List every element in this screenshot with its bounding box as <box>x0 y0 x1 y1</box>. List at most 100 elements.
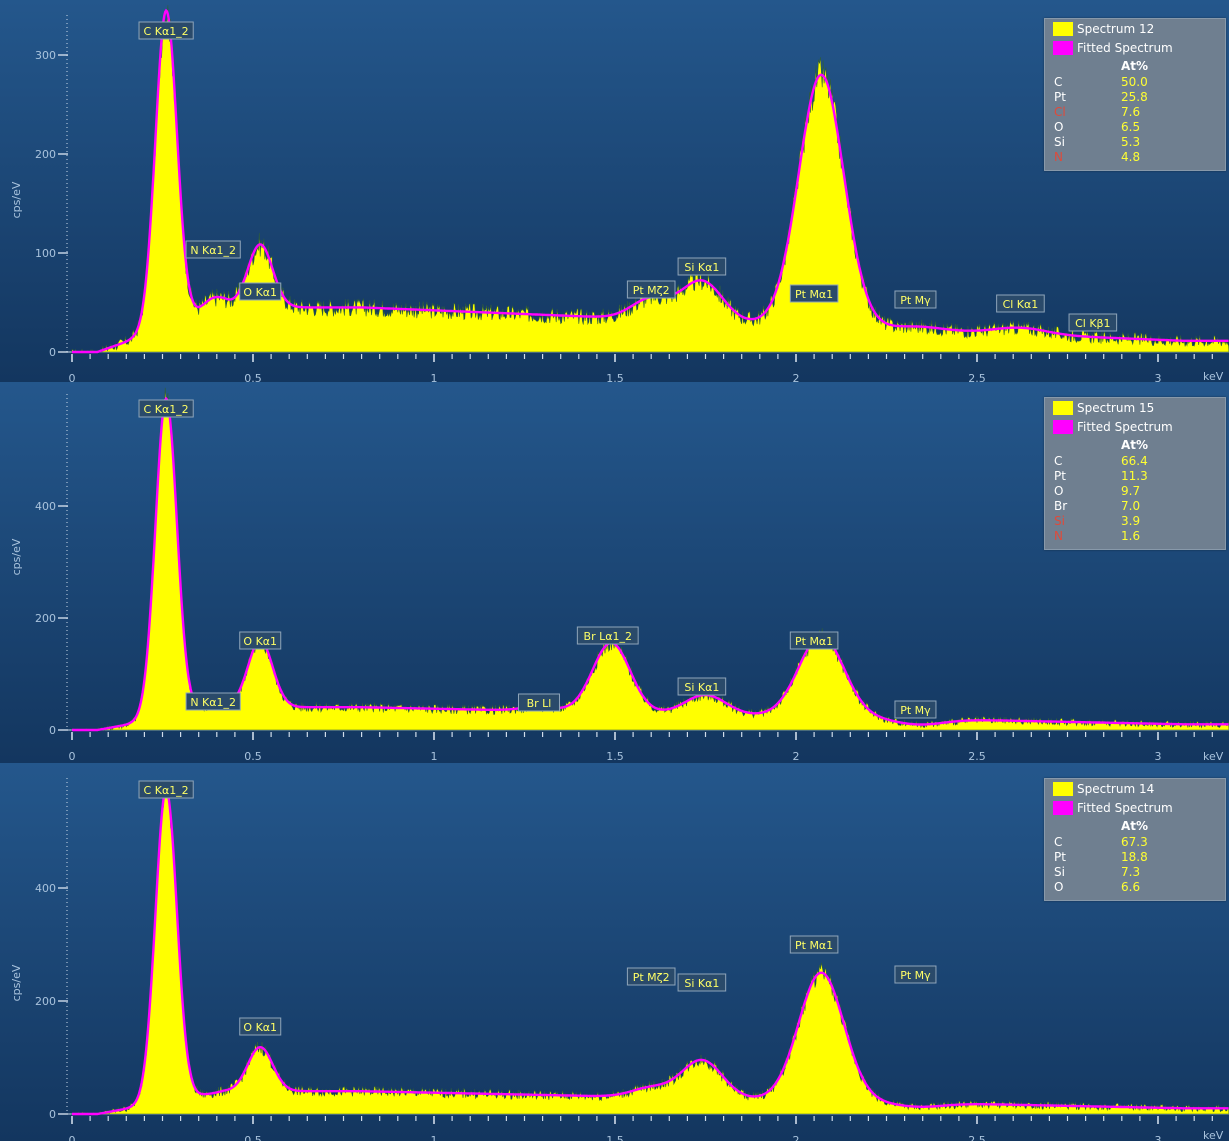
svg-text:O Kα1: O Kα1 <box>243 635 277 648</box>
x-tick-label: 1.5 <box>606 372 624 382</box>
legend-element-row: Cl 7.6 <box>1054 105 1141 119</box>
legend-element-row: Si 3.9 <box>1054 514 1141 528</box>
x-tick-label: 2.5 <box>968 750 986 763</box>
legend-fitted-spectrum: Fitted Spectrum <box>1045 417 1225 436</box>
legend-element-row: N 4.8 <box>1054 150 1141 164</box>
peak-label: N Kα1_2 <box>185 692 241 711</box>
legend-spectrum: Spectrum 15 <box>1045 398 1225 417</box>
spectrum-chart-1[interactable]: 0 100 200 300 0 0.5 1 1.5 2 2.5 3 C Kα1_2 N Kα1_2 O … <box>0 0 1229 382</box>
peak-label: C Kα1_2 <box>138 399 194 418</box>
peak-label: Cl Kβ1 <box>1068 313 1118 332</box>
x-tick-label: 1.5 <box>606 750 624 763</box>
peak-label: Si Kα1 <box>677 677 727 696</box>
x-tick-label: 2.5 <box>968 1134 986 1141</box>
peak-label: O Kα1 <box>239 282 282 301</box>
svg-text:O Kα1: O Kα1 <box>243 286 277 299</box>
x-tick-label: 0.5 <box>244 372 262 382</box>
peak-label: Si Kα1 <box>677 973 727 992</box>
x-tick-label: 1 <box>431 750 438 763</box>
spectrum-chart-2[interactable]: 0 200 400 0 0.5 1 1.5 2 2.5 3 C Kα1_2 N Kα1_2 O Kα1… <box>0 382 1229 763</box>
svg-text:Pt Mα1: Pt Mα1 <box>795 939 833 952</box>
legend-at-percent-header: At% <box>1121 819 1149 833</box>
legend-at-percent-header: At% <box>1121 59 1149 73</box>
x-tick-label: 0.5 <box>244 1134 262 1141</box>
peak-label: Pt Mγ <box>894 290 937 309</box>
y-tick-label: 200 <box>35 148 56 161</box>
peak-label: Pt Mγ <box>894 965 937 984</box>
legend-fitted-spectrum: Fitted Spectrum <box>1045 38 1225 57</box>
legend-element-row: C 50.0 <box>1054 75 1148 89</box>
y-tick-label: 300 <box>35 49 56 62</box>
peak-label: Pt Mα1 <box>789 935 839 954</box>
x-tick-label: 3 <box>1155 372 1162 382</box>
peak-label: C Kα1_2 <box>138 21 194 40</box>
y-tick-label: 200 <box>35 612 56 625</box>
svg-text:Si Kα1: Si Kα1 <box>684 977 719 990</box>
x-tick-label: 0.5 <box>244 750 262 763</box>
peak-label: O Kα1 <box>239 1017 282 1036</box>
legend-spectrum: Spectrum 12 <box>1045 19 1225 38</box>
x-tick-label: 0 <box>69 1134 76 1141</box>
legend-panel-1: Spectrum 12 Fitted Spectrum At% C 50.0 Pt 25.8… <box>1044 18 1226 171</box>
svg-text:Pt Mα1: Pt Mα1 <box>795 635 833 648</box>
legend-element-row: C 66.4 <box>1054 454 1148 468</box>
y-tick-label: 400 <box>35 500 56 513</box>
spectrum-panel-2: 0 200 400 0 0.5 1 1.5 2 2.5 3 C Kα1_2 N Kα1_2 O Kα1… <box>0 382 1229 763</box>
peak-label: Pt Mγ <box>894 700 937 719</box>
x-tick-label: 3 <box>1155 1134 1162 1141</box>
svg-text:Br Ll: Br Ll <box>527 697 552 710</box>
legend-element-row: O 6.5 <box>1054 120 1141 134</box>
x-unit-label: keV <box>1203 1129 1224 1141</box>
x-tick-label: 2 <box>793 750 800 763</box>
y-tick-label: 100 <box>35 247 56 260</box>
x-unit-label: keV <box>1203 370 1224 382</box>
peak-label: Pt Mζ2 <box>626 280 676 299</box>
svg-text:C Kα1_2: C Kα1_2 <box>144 784 189 797</box>
legend-panel-2: Spectrum 15 Fitted Spectrum At% C 66.4 Pt 11.3… <box>1044 397 1226 550</box>
x-tick-label: 0 <box>69 750 76 763</box>
svg-text:Pt Mγ: Pt Mγ <box>900 294 931 307</box>
legend-element-row: Pt 25.8 <box>1054 90 1148 104</box>
peak-label: O Kα1 <box>239 631 282 650</box>
y-axis-label: cps/eV <box>10 181 23 218</box>
legend-element-row: Pt 11.3 <box>1054 469 1148 483</box>
svg-text:Pt Mα1: Pt Mα1 <box>795 288 833 301</box>
x-tick-label: 1 <box>431 1134 438 1141</box>
peak-label: Br Ll <box>517 693 560 712</box>
y-tick-label: 200 <box>35 995 56 1008</box>
svg-text:N Kα1_2: N Kα1_2 <box>190 696 236 709</box>
svg-text:Pt Mγ: Pt Mγ <box>900 704 931 717</box>
peak-label: Br Lα1_2 <box>576 626 639 645</box>
y-tick-label: 400 <box>35 882 56 895</box>
y-axis-label: cps/eV <box>10 964 23 1001</box>
x-tick-label: 1.5 <box>606 1134 624 1141</box>
svg-text:Cl Kα1: Cl Kα1 <box>1003 298 1039 311</box>
y-tick-label: 0 <box>49 724 56 737</box>
spectrum-panel-1: 0 100 200 300 0 0.5 1 1.5 2 2.5 3 C Kα1_2 N Kα1_2 O … <box>0 0 1229 382</box>
peak-label: Pt Mα1 <box>789 631 839 650</box>
x-tick-label: 2 <box>793 372 800 382</box>
legend-fitted-spectrum: Fitted Spectrum <box>1045 798 1225 817</box>
y-tick-label: 0 <box>49 1108 56 1121</box>
x-tick-label: 1 <box>431 372 438 382</box>
x-unit-label: keV <box>1203 750 1224 763</box>
peak-label: Cl Kα1 <box>996 294 1045 313</box>
svg-text:Pt Mγ: Pt Mγ <box>900 969 931 982</box>
legend-spectrum: Spectrum 14 <box>1045 779 1225 798</box>
svg-text:C Kα1_2: C Kα1_2 <box>144 25 189 38</box>
legend-element-row: Pt 18.8 <box>1054 850 1148 864</box>
svg-text:N Kα1_2: N Kα1_2 <box>190 244 236 257</box>
peak-label: C Kα1_2 <box>138 780 194 799</box>
legend-element-row: Si 7.3 <box>1054 865 1141 879</box>
x-tick-label: 2 <box>793 1134 800 1141</box>
svg-text:O Kα1: O Kα1 <box>243 1021 277 1034</box>
x-tick-label: 3 <box>1155 750 1162 763</box>
spectrum-panel-3: 0 200 400 0 0.5 1 1.5 2 2.5 3 C Kα1_2 O Kα1 Pt Mζ2 S… <box>0 763 1229 1141</box>
legend-panel-3: Spectrum 14 Fitted Spectrum At% C 67.3 Pt 18.8… <box>1044 778 1226 901</box>
svg-text:Si Kα1: Si Kα1 <box>684 261 719 274</box>
spectrum-chart-3[interactable]: 0 200 400 0 0.5 1 1.5 2 2.5 3 C Kα1_2 O Kα1 Pt Mζ2 S… <box>0 763 1229 1141</box>
peak-label: Si Kα1 <box>677 257 727 276</box>
peak-label: N Kα1_2 <box>185 240 241 259</box>
x-tick-label: 2.5 <box>968 372 986 382</box>
